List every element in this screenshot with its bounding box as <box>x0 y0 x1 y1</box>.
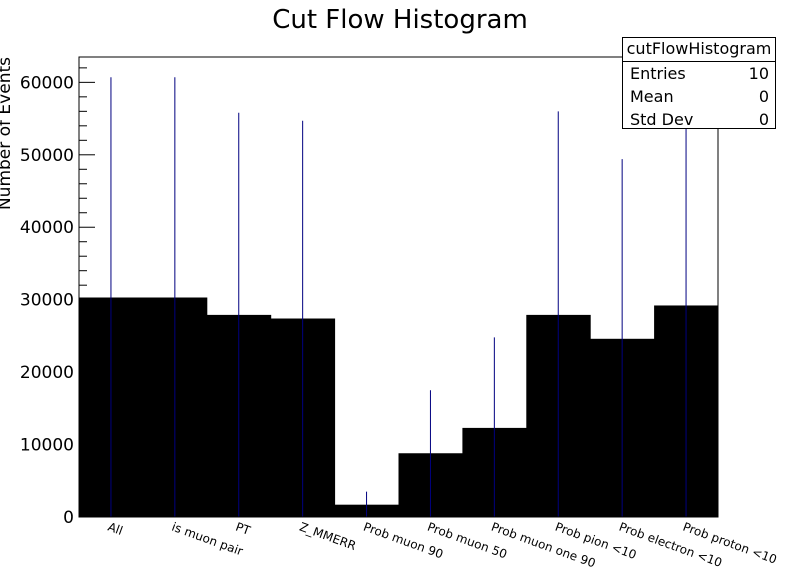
stats-row-mean: Mean 0 <box>623 85 775 108</box>
error-bars-group <box>110 77 687 517</box>
y-tick-label: 10000 <box>20 436 74 456</box>
y-axis-label: Number of Events <box>0 57 15 210</box>
plot-frame <box>78 56 719 518</box>
y-tick-label: 20000 <box>20 363 74 383</box>
y-axis: 0 10000 20000 30000 40000 50000 60000 <box>20 67 95 528</box>
x-tick-label: is muon pair <box>170 520 245 559</box>
chart-title: Cut Flow Histogram <box>272 5 528 35</box>
y-tick-label: 60000 <box>20 73 74 93</box>
y-tick-label: 0 <box>63 508 74 528</box>
stats-value: 10 <box>748 64 769 83</box>
stats-value: 0 <box>758 87 769 106</box>
x-tick-label: All <box>106 520 125 538</box>
stats-row-stddev: Std Dev 0 <box>623 108 775 131</box>
stats-box: cutFlowHistogram Entries 10 Mean 0 Std D… <box>622 37 776 129</box>
stats-title: cutFlowHistogram <box>623 38 775 62</box>
x-tick-label: PT <box>234 520 253 538</box>
stats-label: Mean <box>630 87 674 106</box>
stats-value: 0 <box>758 110 769 129</box>
y-tick-label: 50000 <box>20 146 74 166</box>
stats-label: Std Dev <box>630 110 694 129</box>
stats-row-entries: Entries 10 <box>623 62 775 85</box>
y-tick-label: 40000 <box>20 218 74 238</box>
stats-label: Entries <box>630 64 686 83</box>
x-tick-label: Z_MMERR <box>298 520 358 553</box>
y-tick-label: 30000 <box>20 291 74 311</box>
